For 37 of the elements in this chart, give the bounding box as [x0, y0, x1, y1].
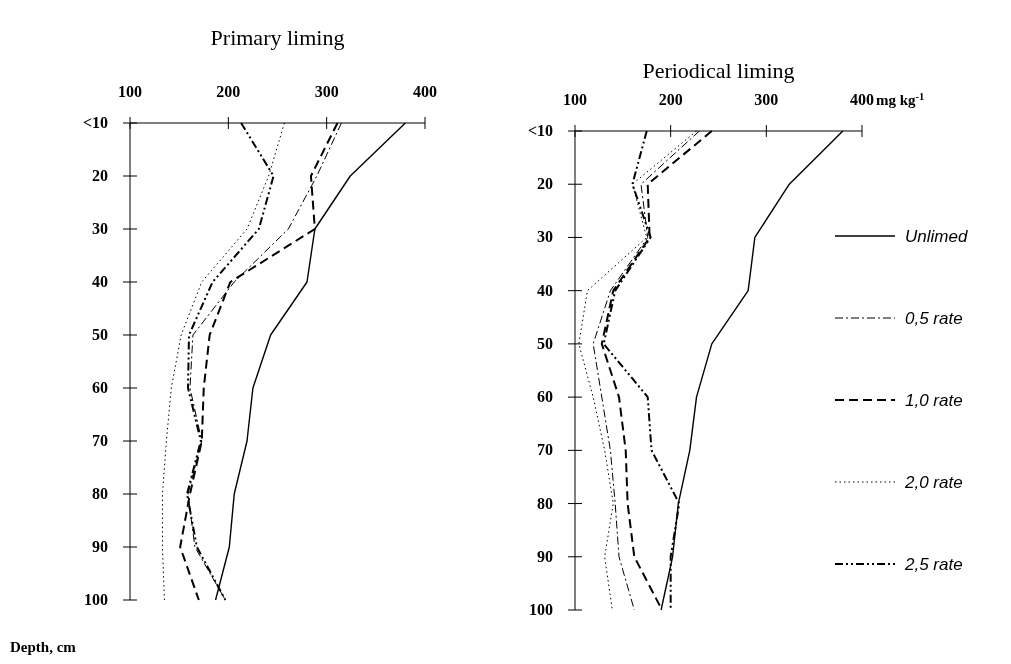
x-axis-title: mg kg$^{-1}$ [876, 90, 925, 108]
y-tick-label: 20 [537, 175, 553, 193]
y-tick-label: 90 [92, 538, 108, 555]
y-tick-label: <10 [82, 114, 108, 131]
y-tick-label: 50 [92, 326, 108, 343]
y-tick-label: 20 [92, 167, 108, 184]
legend-label: 2,5 rate [904, 555, 963, 574]
y-tick-label: 100 [529, 601, 553, 618]
y-tick-label: 80 [92, 485, 108, 502]
x-tick-label: 200 [658, 91, 683, 108]
x-tick-label: 400 [850, 91, 874, 108]
x-tick-label: 300 [754, 91, 779, 108]
x-tick-label: 400 [413, 83, 437, 100]
x-tick-label: 100 [118, 83, 142, 100]
legend-label: 0,5 rate [905, 309, 963, 328]
x-tick-label: 300 [314, 83, 339, 100]
legend-label: Unlimed [905, 227, 968, 246]
y-tick-label: 90 [537, 547, 553, 565]
y-tick-label: 40 [537, 281, 553, 299]
y-tick-label: 30 [92, 220, 108, 237]
y-tick-label: 60 [537, 388, 553, 406]
chart-title: Primary liming [210, 25, 345, 50]
y-tick-label: 40 [92, 273, 108, 290]
y-tick-label: 50 [537, 334, 553, 352]
y-tick-label: <10 [527, 122, 553, 139]
y-tick-label: 100 [84, 591, 108, 608]
y-tick-label: 60 [92, 379, 108, 396]
y-tick-label: 70 [537, 441, 553, 459]
y-tick-label: 30 [537, 228, 553, 246]
y-tick-label: 80 [537, 494, 553, 512]
y-tick-label: 70 [92, 432, 108, 449]
chart-title: Periodical liming [642, 58, 795, 83]
legend-label: 2,0 rate [904, 473, 963, 492]
x-tick-label: 200 [216, 83, 241, 100]
x-tick-label: 100 [563, 91, 587, 108]
y-axis-title: Depth, cm [10, 639, 77, 655]
legend-label: 1,0 rate [905, 391, 963, 410]
